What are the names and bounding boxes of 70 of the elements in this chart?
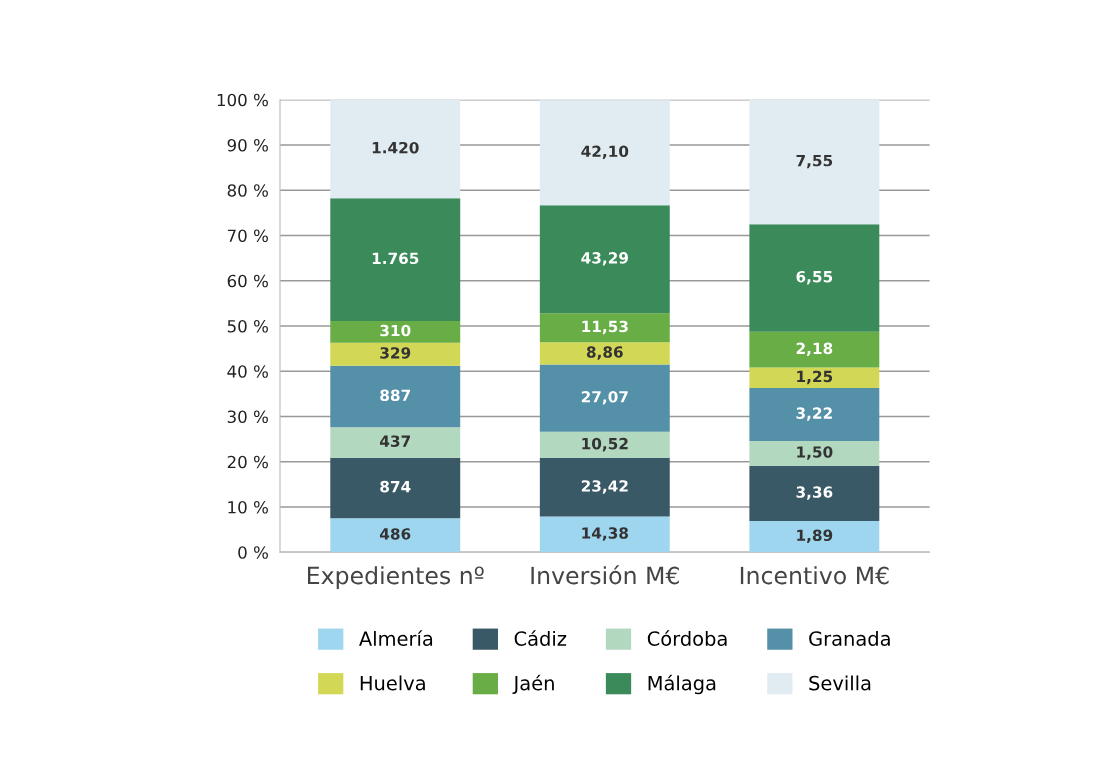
bar [330,365,461,428]
y-tick-label: 0 % [238,546,268,559]
annotation: 14,38 [582,527,629,541]
annotation: 329 [380,347,411,359]
bar [330,518,461,553]
legend-label: Huelva [360,675,425,691]
bar [749,331,880,368]
y-tick-label: 70 % [227,229,268,243]
y-tick-label: 60 % [227,274,268,288]
y-tick-label: 30 % [227,410,268,424]
bar [749,440,880,466]
annotation: 8,86 [586,346,623,360]
y-tick-label: 50 % [227,319,268,333]
legend-label: Cádiz [514,630,567,646]
legend-label: Málaga [648,674,716,695]
annotation: 11,53 [582,320,628,335]
bar [330,457,461,519]
annotation: 1.765 [372,252,419,265]
annotation: 3,36 [796,486,833,500]
y-tick-label: 90 % [227,138,268,152]
legend-label: Sevilla [809,675,871,691]
y-tick-label: 80 % [227,184,268,197]
bar [539,205,670,314]
annotation: 6,55 [796,270,833,285]
annotation: 7,55 [796,155,833,169]
bar [749,367,880,388]
y-tick-label: 40 % [227,365,268,378]
annotation: 1,50 [797,446,833,460]
bar [749,521,880,553]
y-tick-label: 20 % [227,455,268,469]
annotation: 437 [379,435,410,447]
annotation: 874 [380,480,411,493]
y-tick-label: 100 % [217,93,268,107]
bar [539,431,670,459]
bar [749,465,880,522]
legend-label: Granada [809,630,890,646]
bar [330,321,461,343]
annotation: 486 [379,528,411,540]
legend-label: Jaén [512,674,554,695]
bar [330,342,461,366]
annotation: 42,10 [581,145,629,160]
bar [749,99,880,225]
bar [330,99,461,199]
annotation: 27,07 [581,391,628,405]
annotation: 3,22 [796,407,832,421]
annotation: 1,89 [797,529,833,544]
bar [749,224,880,332]
annotation: 43,29 [581,252,628,266]
annotation: 10,52 [582,437,628,452]
bar [539,342,670,365]
bar [330,427,461,458]
y-tick-label: 10 % [228,500,268,514]
bar [539,100,670,206]
bar [539,458,670,517]
x-tick-label: Inversión M€ [531,565,679,585]
bar [539,364,670,432]
annotation: 310 [380,324,411,337]
legend-label: Córdoba [647,630,727,646]
annotation: 887 [380,389,410,401]
x-tick-label: Expedientes nº [308,566,484,589]
annotation: 1.420 [372,141,419,154]
x-tick-label: Incentivo M€ [740,566,889,585]
annotation: 23,42 [581,480,628,494]
bar [539,516,670,553]
bar [539,313,670,343]
legend-label: Almería [359,630,433,646]
bar [330,198,461,321]
annotation: 2,18 [796,342,833,357]
bar [749,387,880,441]
annotation: 1,25 [797,370,833,385]
